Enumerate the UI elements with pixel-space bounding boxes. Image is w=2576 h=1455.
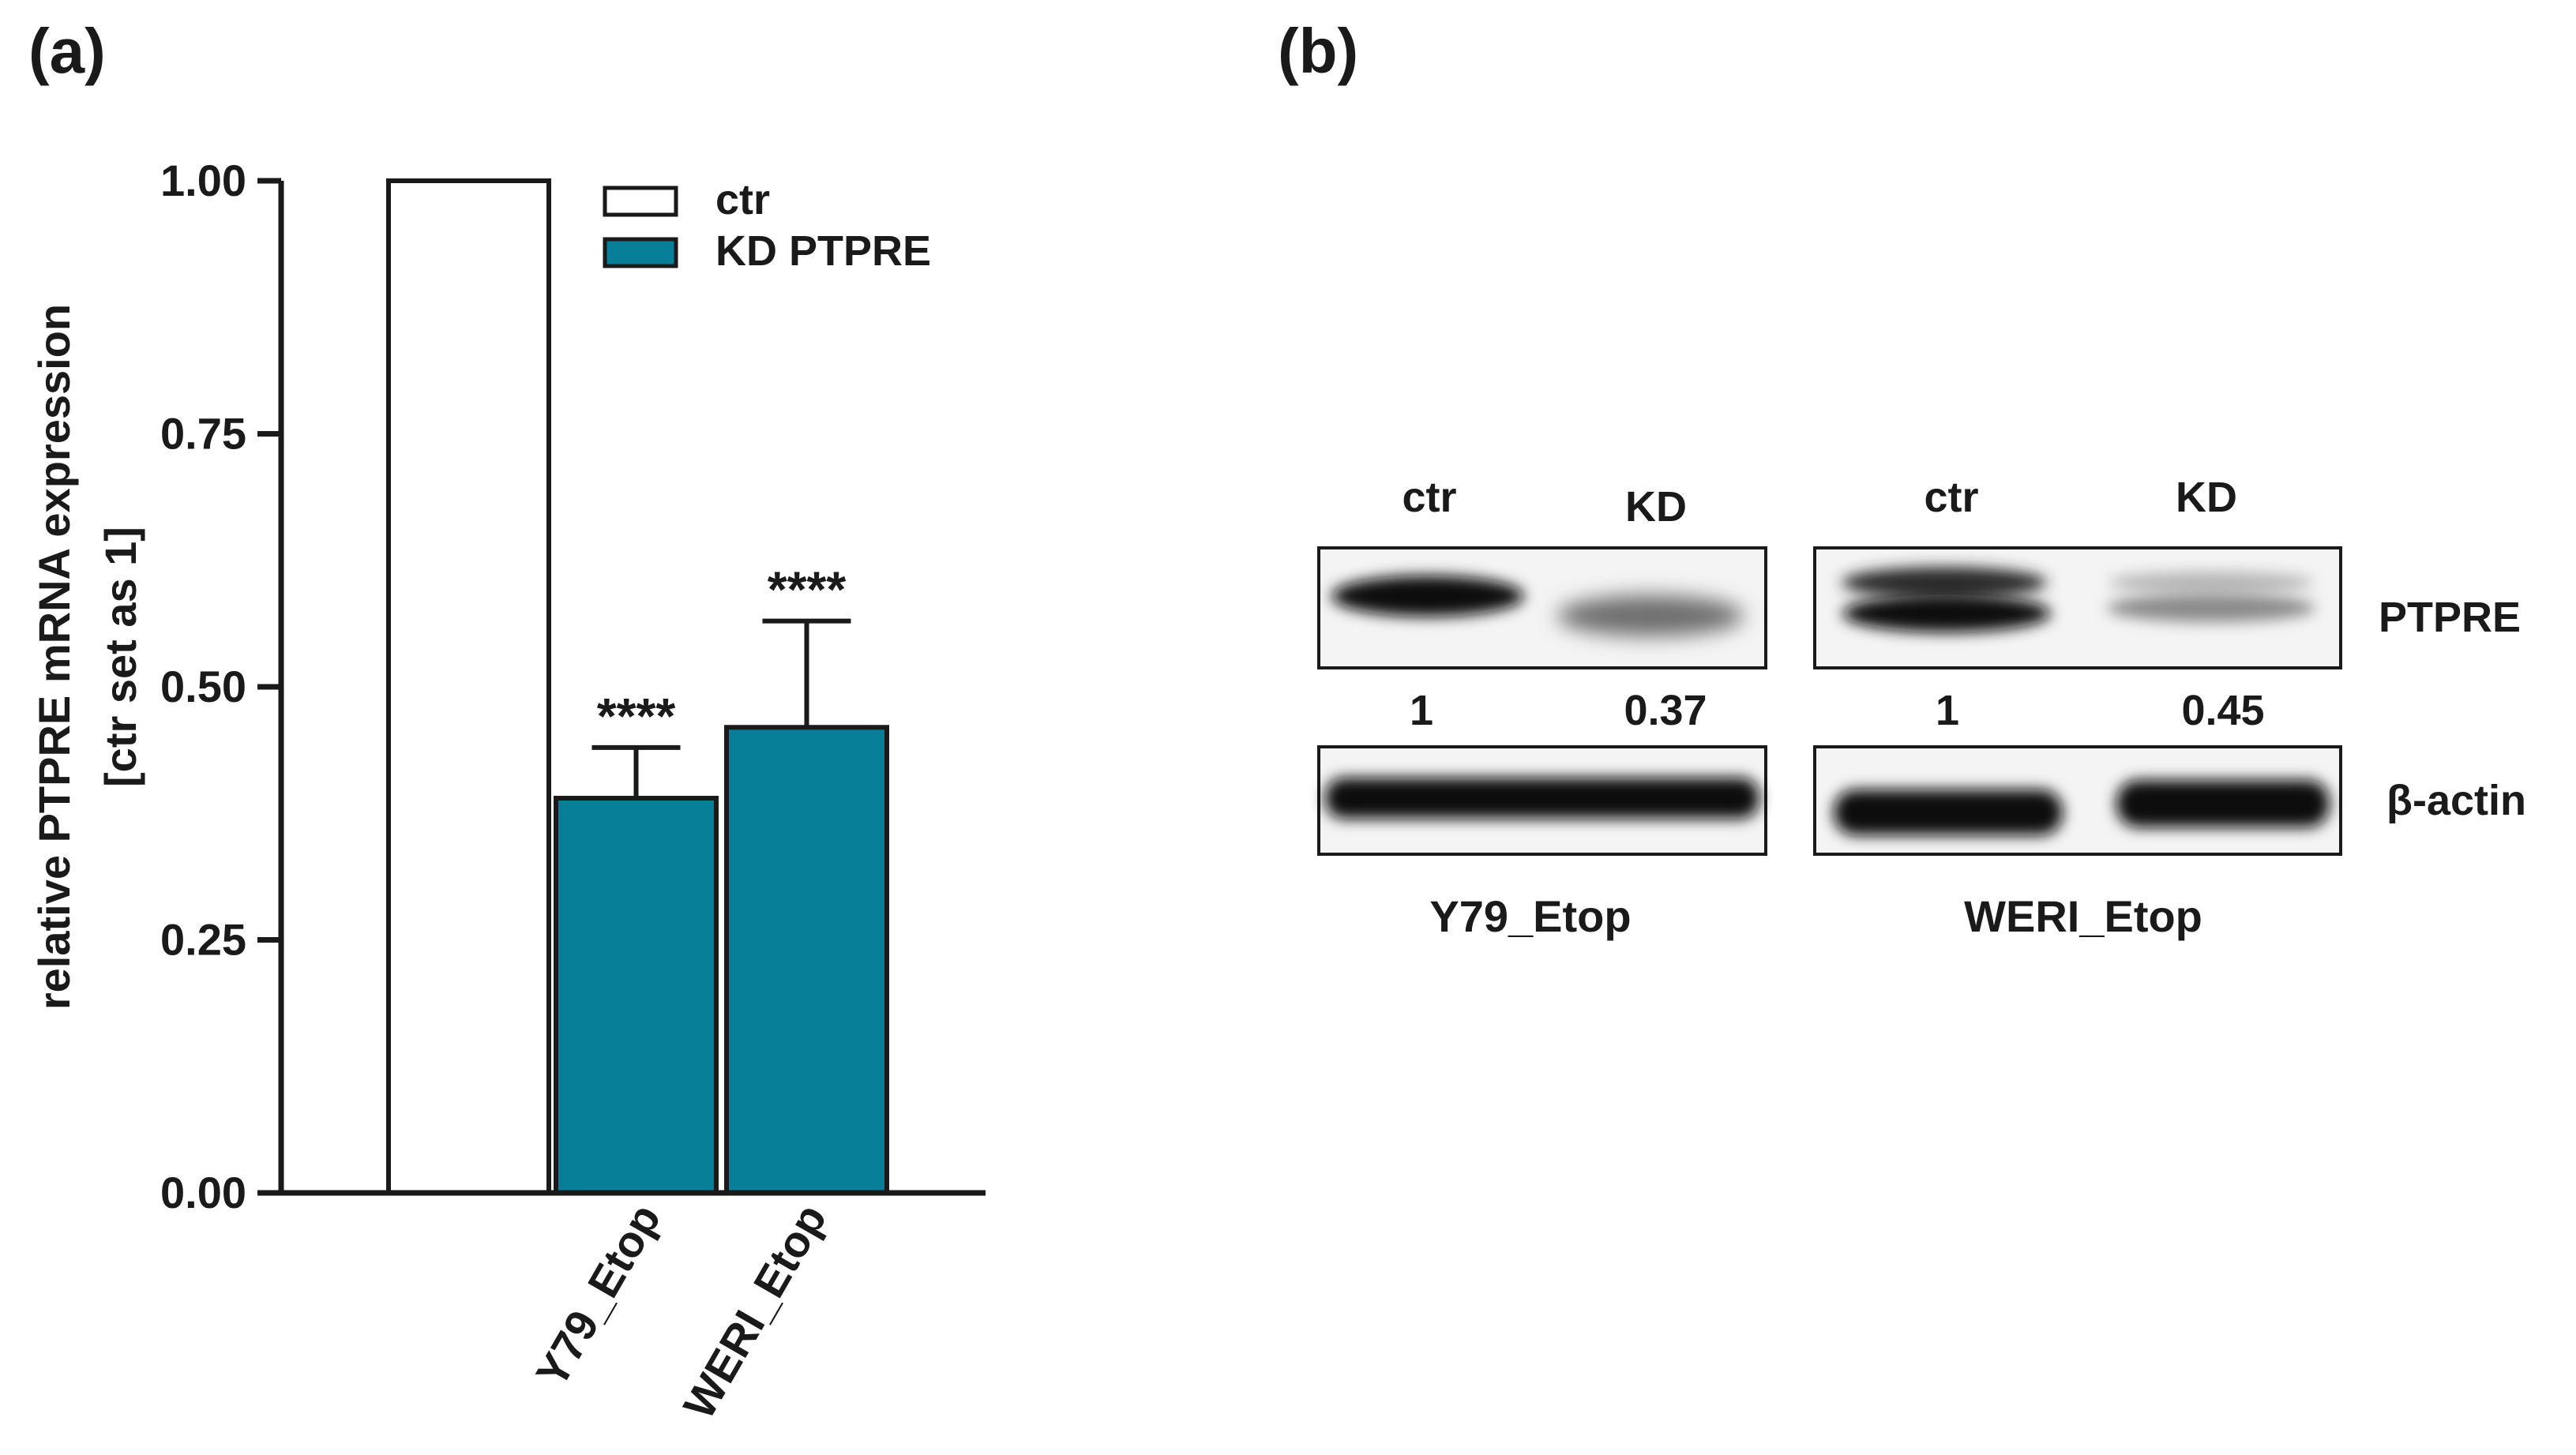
legend-label-ctr: ctr (715, 176, 770, 223)
quant-ctr: 1 (1410, 687, 1433, 734)
lane-label-ctr: ctr (1924, 474, 1978, 521)
bar-chart: relative PTPRE mRNA expression [ctr set … (29, 156, 986, 1427)
ptpre-blot-weri (1813, 546, 2342, 669)
quant-kd: 0.45 (2181, 687, 2264, 734)
band-kd-upper (2108, 572, 2314, 594)
western-blot-weri: ctr KD 1 0.45 WERI_Etop (1813, 474, 2342, 941)
band-kd (1557, 595, 1744, 636)
lane-label-kd: KD (1625, 483, 1687, 531)
cell-line-label: Y79_Etop (1429, 891, 1631, 941)
legend-swatch-kd (603, 237, 678, 268)
y-axis-title-line2: [ctr set as 1] (96, 527, 145, 787)
panel-a-label: (a) (28, 16, 106, 86)
y-tick-label: 0.75 (160, 409, 246, 459)
x-category-label: WERI_Etop (674, 1196, 836, 1427)
y-tick-label: 1.00 (160, 156, 246, 205)
bar-weri-etop (724, 725, 889, 1195)
legend-label-kd: KD PTPRE (715, 227, 931, 275)
band-ctr-upper (1842, 567, 2047, 598)
lane-label-kd: KD (2176, 474, 2237, 521)
legend: ctr KD PTPRE (603, 176, 931, 275)
band-ctr (1331, 576, 1524, 617)
band-kd-lower (2107, 594, 2315, 622)
y-tick-label: 0.00 (160, 1168, 246, 1217)
error-bars (591, 618, 851, 799)
legend-swatch-ctr (603, 186, 678, 217)
cell-line-label: WERI_Etop (1964, 891, 2202, 941)
x-category-label: Y79_Etop (526, 1196, 670, 1396)
y-axis-title: relative PTPRE mRNA expression (29, 304, 79, 1010)
ptpre-blot-y79 (1317, 546, 1767, 669)
actin-blot-weri (1813, 745, 2342, 856)
quant-ctr: 1 (1936, 687, 1959, 734)
panel-b-label: (b) (1278, 16, 1358, 86)
lane-label-ctr: ctr (1402, 474, 1456, 521)
row-label-actin: β-actin (2386, 777, 2526, 824)
quant-kd: 0.37 (1624, 687, 1707, 734)
significance-labels: **** **** (597, 561, 847, 744)
x-axis-labels: Y79_Etop WERI_Etop (526, 1196, 836, 1427)
y-axis-ticks: 0.00 0.25 0.50 0.75 1.00 (160, 156, 281, 1217)
bar-y79-etop (554, 796, 719, 1196)
significance-label: **** (768, 561, 847, 618)
significance-label: **** (597, 688, 676, 744)
bar-ctr (386, 178, 551, 1195)
y-tick-label: 0.50 (160, 662, 246, 711)
band-ctr-lower (1842, 594, 2051, 632)
y-tick-label: 0.25 (160, 915, 246, 965)
western-blot-y79: ctr KD 1 0.37 Y79_Etop (1317, 474, 1767, 941)
row-label-ptpre: PTPRE (2379, 594, 2521, 641)
actin-blot-y79 (1317, 745, 1767, 856)
bars (386, 178, 889, 1196)
